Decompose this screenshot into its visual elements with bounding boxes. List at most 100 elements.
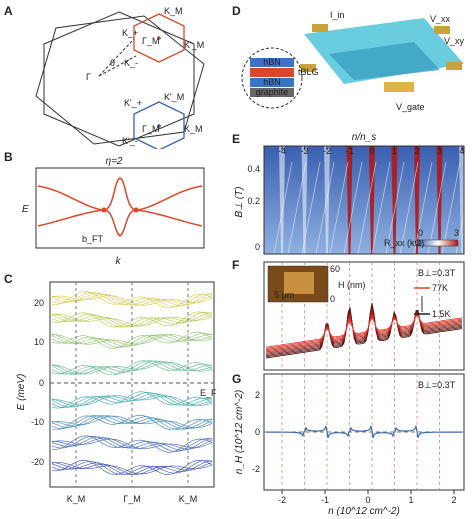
stack-hbn-bottom bbox=[250, 78, 294, 87]
band-line bbox=[51, 360, 212, 375]
e-fan-line bbox=[287, 161, 307, 255]
band-line bbox=[51, 436, 213, 451]
f-legend-77k: 77K bbox=[432, 283, 448, 293]
c-ytick-0: 20 bbox=[34, 298, 44, 308]
c-ytick-3: -10 bbox=[31, 417, 44, 427]
e-fan-line bbox=[357, 161, 377, 255]
gold-contact-2 bbox=[434, 26, 450, 34]
panel-c-band-structure: 20 10 0 -10 -20 E (meV) K_M Γ_M K_M E_F bbox=[16, 281, 217, 504]
g-xtick-label: -1 bbox=[321, 495, 329, 505]
panel-g-hall-density: 2 0 -2 n_H (10^12 cm^-2) B⊥=0.3T -2 -1 0 1 2… bbox=[234, 373, 465, 517]
stack-label-graphite: graphite bbox=[256, 87, 289, 97]
f-traces bbox=[265, 303, 463, 359]
band-line bbox=[51, 360, 213, 376]
label-kpm-top: K'_M bbox=[184, 40, 204, 50]
g-xtick-label: 1 bbox=[408, 495, 413, 505]
panel-label-d: D bbox=[232, 4, 241, 18]
gamma-m-point-top bbox=[157, 36, 161, 40]
c-ylabel: E (meV) bbox=[16, 374, 27, 411]
band-line bbox=[51, 391, 213, 409]
e-top-tick-label: 3 bbox=[437, 146, 442, 156]
c-ytick-1: 10 bbox=[34, 337, 44, 347]
panel-d-device-schematic: hBN tBLG hBN graphite I_in V_xx V_xy V_g… bbox=[241, 10, 465, 112]
dirac-point-right bbox=[133, 207, 139, 213]
f-inset-scale-max: 60 bbox=[330, 264, 340, 274]
e-peak bbox=[391, 146, 398, 254]
f-trace bbox=[265, 311, 463, 352]
gold-contact-3 bbox=[300, 64, 316, 72]
e-colorbar-label: R_xx (kΩ) bbox=[384, 238, 424, 248]
sample-gate bbox=[384, 82, 414, 92]
f-inset-scale: 5 μm bbox=[274, 290, 294, 300]
band-line bbox=[51, 414, 213, 431]
e-top-tick-label: -3 bbox=[300, 146, 308, 156]
e-fan-line bbox=[301, 161, 321, 255]
e-top-tick-label: -2 bbox=[323, 146, 331, 156]
g-ytick-0: 2 bbox=[255, 390, 260, 400]
band-line bbox=[51, 393, 213, 408]
e-peak bbox=[324, 146, 330, 254]
bz-hexagon-2 bbox=[35, 15, 205, 145]
e-colorbar-max: 3 bbox=[454, 228, 459, 238]
g-ytick-1: 0 bbox=[255, 427, 260, 437]
panel-b-frame bbox=[35, 167, 205, 249]
g-xtick-label: 0 bbox=[365, 495, 370, 505]
e-top-tick-label: -1 bbox=[345, 146, 353, 156]
gamma-k-line-2 bbox=[98, 55, 137, 77]
bz-hexagon-1 bbox=[43, 11, 195, 147]
stack-label-hbn-bottom: hBN bbox=[263, 77, 281, 87]
f-inset-scale-min: 0 bbox=[330, 294, 335, 304]
gamma-k-line-1 bbox=[98, 38, 135, 77]
panel-label-e: E bbox=[232, 132, 241, 146]
g-xtick-label: -2 bbox=[278, 495, 286, 505]
g-hall-curve bbox=[266, 425, 462, 439]
band-line bbox=[51, 415, 213, 430]
e-fan-line bbox=[329, 161, 349, 255]
label-kpminus: K'_- bbox=[122, 136, 138, 146]
stack-hbn-top bbox=[250, 58, 294, 67]
e-peak bbox=[346, 146, 353, 254]
panel-b-title: η=2 bbox=[106, 156, 123, 167]
e-peak bbox=[436, 146, 443, 254]
f-inset-axis: H (nm) bbox=[338, 280, 366, 290]
f-trace bbox=[265, 309, 463, 353]
e-fan-line bbox=[441, 161, 461, 255]
label-km-top: K_M bbox=[164, 6, 183, 16]
label-vxy: V_xy bbox=[444, 36, 465, 46]
stack-label-hbn-top: hBN bbox=[263, 57, 281, 67]
band-line bbox=[51, 331, 213, 349]
e-fan-line bbox=[371, 161, 391, 255]
e-top-tick-label: 4 bbox=[459, 146, 464, 156]
e-top-tick-label: -4 bbox=[278, 146, 286, 156]
panel-label-f: F bbox=[232, 258, 240, 272]
band-line bbox=[51, 435, 213, 453]
e-peak bbox=[301, 146, 308, 254]
c-xtick-1: Γ_M bbox=[123, 494, 140, 504]
f-field-label: B⊥=0.3T bbox=[418, 268, 456, 278]
f-legend-1p5k: 1.5K bbox=[432, 309, 451, 319]
e-ylabel: B⊥ (T) bbox=[234, 187, 245, 218]
label-iin: I_in bbox=[330, 10, 345, 20]
c-fermi-label: E_F bbox=[200, 388, 217, 398]
panel-label-g: G bbox=[232, 372, 242, 386]
e-fan-line bbox=[399, 161, 419, 255]
f-trace bbox=[265, 314, 463, 349]
e-fan-line bbox=[343, 161, 363, 255]
e-resistance-peaks bbox=[273, 146, 470, 255]
label-kpm-bottom: K'_M bbox=[164, 92, 184, 102]
e-ytick-0: 0.4 bbox=[247, 164, 260, 174]
g-dashed-lines bbox=[281, 374, 440, 490]
e-fan-line bbox=[273, 161, 293, 255]
e-fan-line bbox=[427, 161, 447, 255]
gamma-m-point-bottom bbox=[157, 124, 161, 128]
label-theta: θ bbox=[110, 58, 115, 68]
e-frame bbox=[263, 145, 465, 255]
c-ytick-2: 0 bbox=[39, 378, 44, 388]
e-colorbar-min: 0 bbox=[418, 228, 423, 238]
panel-label-c: C bbox=[4, 272, 13, 286]
e-peak bbox=[279, 146, 285, 254]
f-trace bbox=[265, 304, 463, 358]
g-xticks: -2 -1 0 1 2 bbox=[278, 490, 457, 505]
band-line bbox=[51, 291, 213, 309]
label-km-bottom: K_M bbox=[184, 124, 203, 134]
